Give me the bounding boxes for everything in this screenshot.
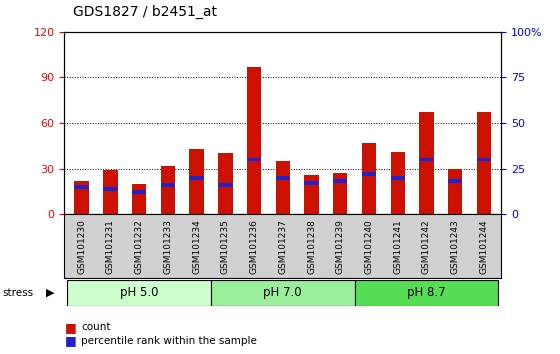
Bar [189, 149, 204, 214]
Bar [333, 179, 347, 183]
Bar [103, 187, 118, 190]
Bar [304, 181, 319, 185]
Bar [390, 152, 405, 214]
Bar [276, 161, 290, 214]
Text: stress: stress [3, 288, 34, 298]
Bar [189, 176, 204, 179]
Text: pH 5.0: pH 5.0 [120, 286, 158, 299]
Bar [419, 112, 433, 214]
Text: ▶: ▶ [46, 288, 55, 298]
Bar [477, 112, 491, 214]
Text: GSM101232: GSM101232 [134, 219, 143, 274]
Bar [218, 183, 232, 187]
Text: pH 8.7: pH 8.7 [407, 286, 446, 299]
Bar [74, 181, 89, 214]
Text: GSM101237: GSM101237 [278, 219, 287, 274]
Text: percentile rank within the sample: percentile rank within the sample [81, 336, 257, 346]
Bar [448, 179, 463, 183]
Text: GSM101241: GSM101241 [393, 219, 402, 274]
Text: GSM101244: GSM101244 [479, 219, 488, 274]
Text: GSM101234: GSM101234 [192, 219, 201, 274]
Text: GSM101236: GSM101236 [250, 219, 259, 274]
Text: ■: ■ [64, 334, 76, 347]
Bar [276, 176, 290, 179]
Bar [103, 170, 118, 214]
Bar [132, 184, 146, 214]
Text: GSM101240: GSM101240 [365, 219, 374, 274]
Text: pH 7.0: pH 7.0 [264, 286, 302, 299]
Bar [247, 67, 262, 214]
Bar [211, 280, 354, 306]
Bar [419, 158, 433, 161]
Bar [161, 166, 175, 214]
Bar [247, 158, 262, 161]
Bar [362, 143, 376, 214]
Bar [67, 280, 211, 306]
Text: GSM101243: GSM101243 [451, 219, 460, 274]
Text: GSM101231: GSM101231 [106, 219, 115, 274]
Text: GSM101242: GSM101242 [422, 219, 431, 274]
Text: GSM101233: GSM101233 [164, 219, 172, 274]
Bar [161, 183, 175, 187]
Bar [477, 158, 491, 161]
Text: GSM101239: GSM101239 [336, 219, 345, 274]
Bar [362, 172, 376, 176]
Text: GSM101238: GSM101238 [307, 219, 316, 274]
Text: GSM101230: GSM101230 [77, 219, 86, 274]
Text: GDS1827 / b2451_at: GDS1827 / b2451_at [73, 5, 217, 19]
Bar [218, 153, 232, 214]
Bar [74, 185, 89, 189]
Bar [132, 190, 146, 194]
Text: ■: ■ [64, 321, 76, 334]
Text: count: count [81, 322, 111, 332]
Bar [390, 176, 405, 179]
Text: GSM101235: GSM101235 [221, 219, 230, 274]
Bar [304, 175, 319, 214]
Bar [448, 169, 463, 214]
Bar [354, 280, 498, 306]
Bar [333, 173, 347, 214]
